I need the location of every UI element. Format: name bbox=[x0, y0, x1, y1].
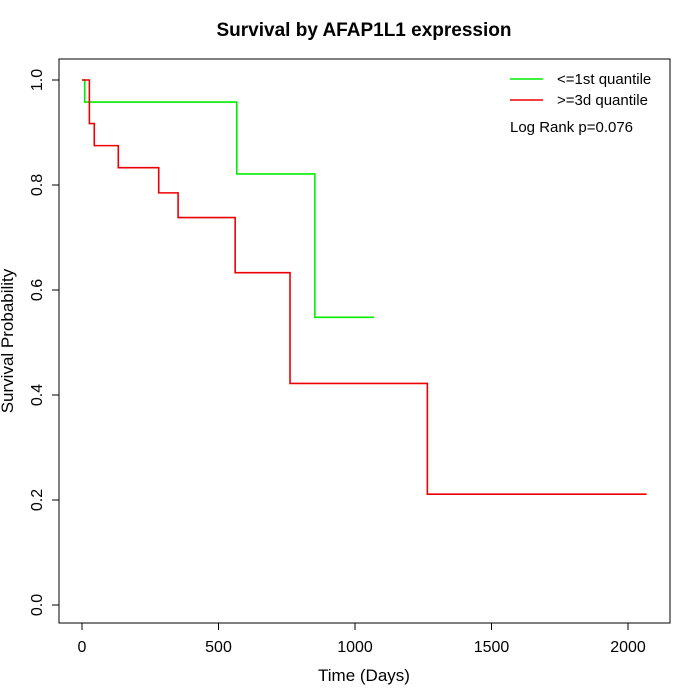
x-tick-label: 1500 bbox=[474, 639, 510, 656]
survival-curve-low bbox=[82, 79, 375, 319]
y-tick-label: 1.0 bbox=[29, 69, 46, 91]
x-axis: 0 500 1000 1500 2000 bbox=[78, 622, 646, 656]
y-tick-label: 0.4 bbox=[29, 384, 46, 406]
chart-title: Survival by AFAP1L1 expression bbox=[217, 20, 512, 41]
y-tick-label: 0.0 bbox=[29, 594, 46, 616]
y-tick-label: 0.2 bbox=[29, 489, 46, 511]
y-tick-label: 0.6 bbox=[29, 279, 46, 301]
x-tick-label: 1000 bbox=[337, 639, 373, 656]
legend-label-low: <=1st quantile bbox=[557, 71, 651, 88]
y-tick-label: 0.8 bbox=[29, 174, 46, 196]
x-axis-label: Time (Days) bbox=[318, 666, 410, 685]
y-axis: 0.0 0.2 0.4 0.6 0.8 1.0 bbox=[29, 69, 60, 616]
x-tick-label: 2000 bbox=[610, 639, 646, 656]
y-axis-label: Survival Probability bbox=[0, 268, 17, 413]
legend: <=1st quantile >=3d quantile bbox=[510, 71, 651, 109]
x-tick-label: 0 bbox=[78, 639, 87, 656]
plot-frame bbox=[58, 58, 671, 624]
x-tick-label: 500 bbox=[205, 639, 232, 656]
survival-curve-high bbox=[82, 79, 647, 496]
series-layer bbox=[82, 79, 647, 496]
legend-label-high: >=3d quantile bbox=[557, 92, 648, 109]
log-rank-annotation: Log Rank p=0.076 bbox=[510, 119, 633, 136]
